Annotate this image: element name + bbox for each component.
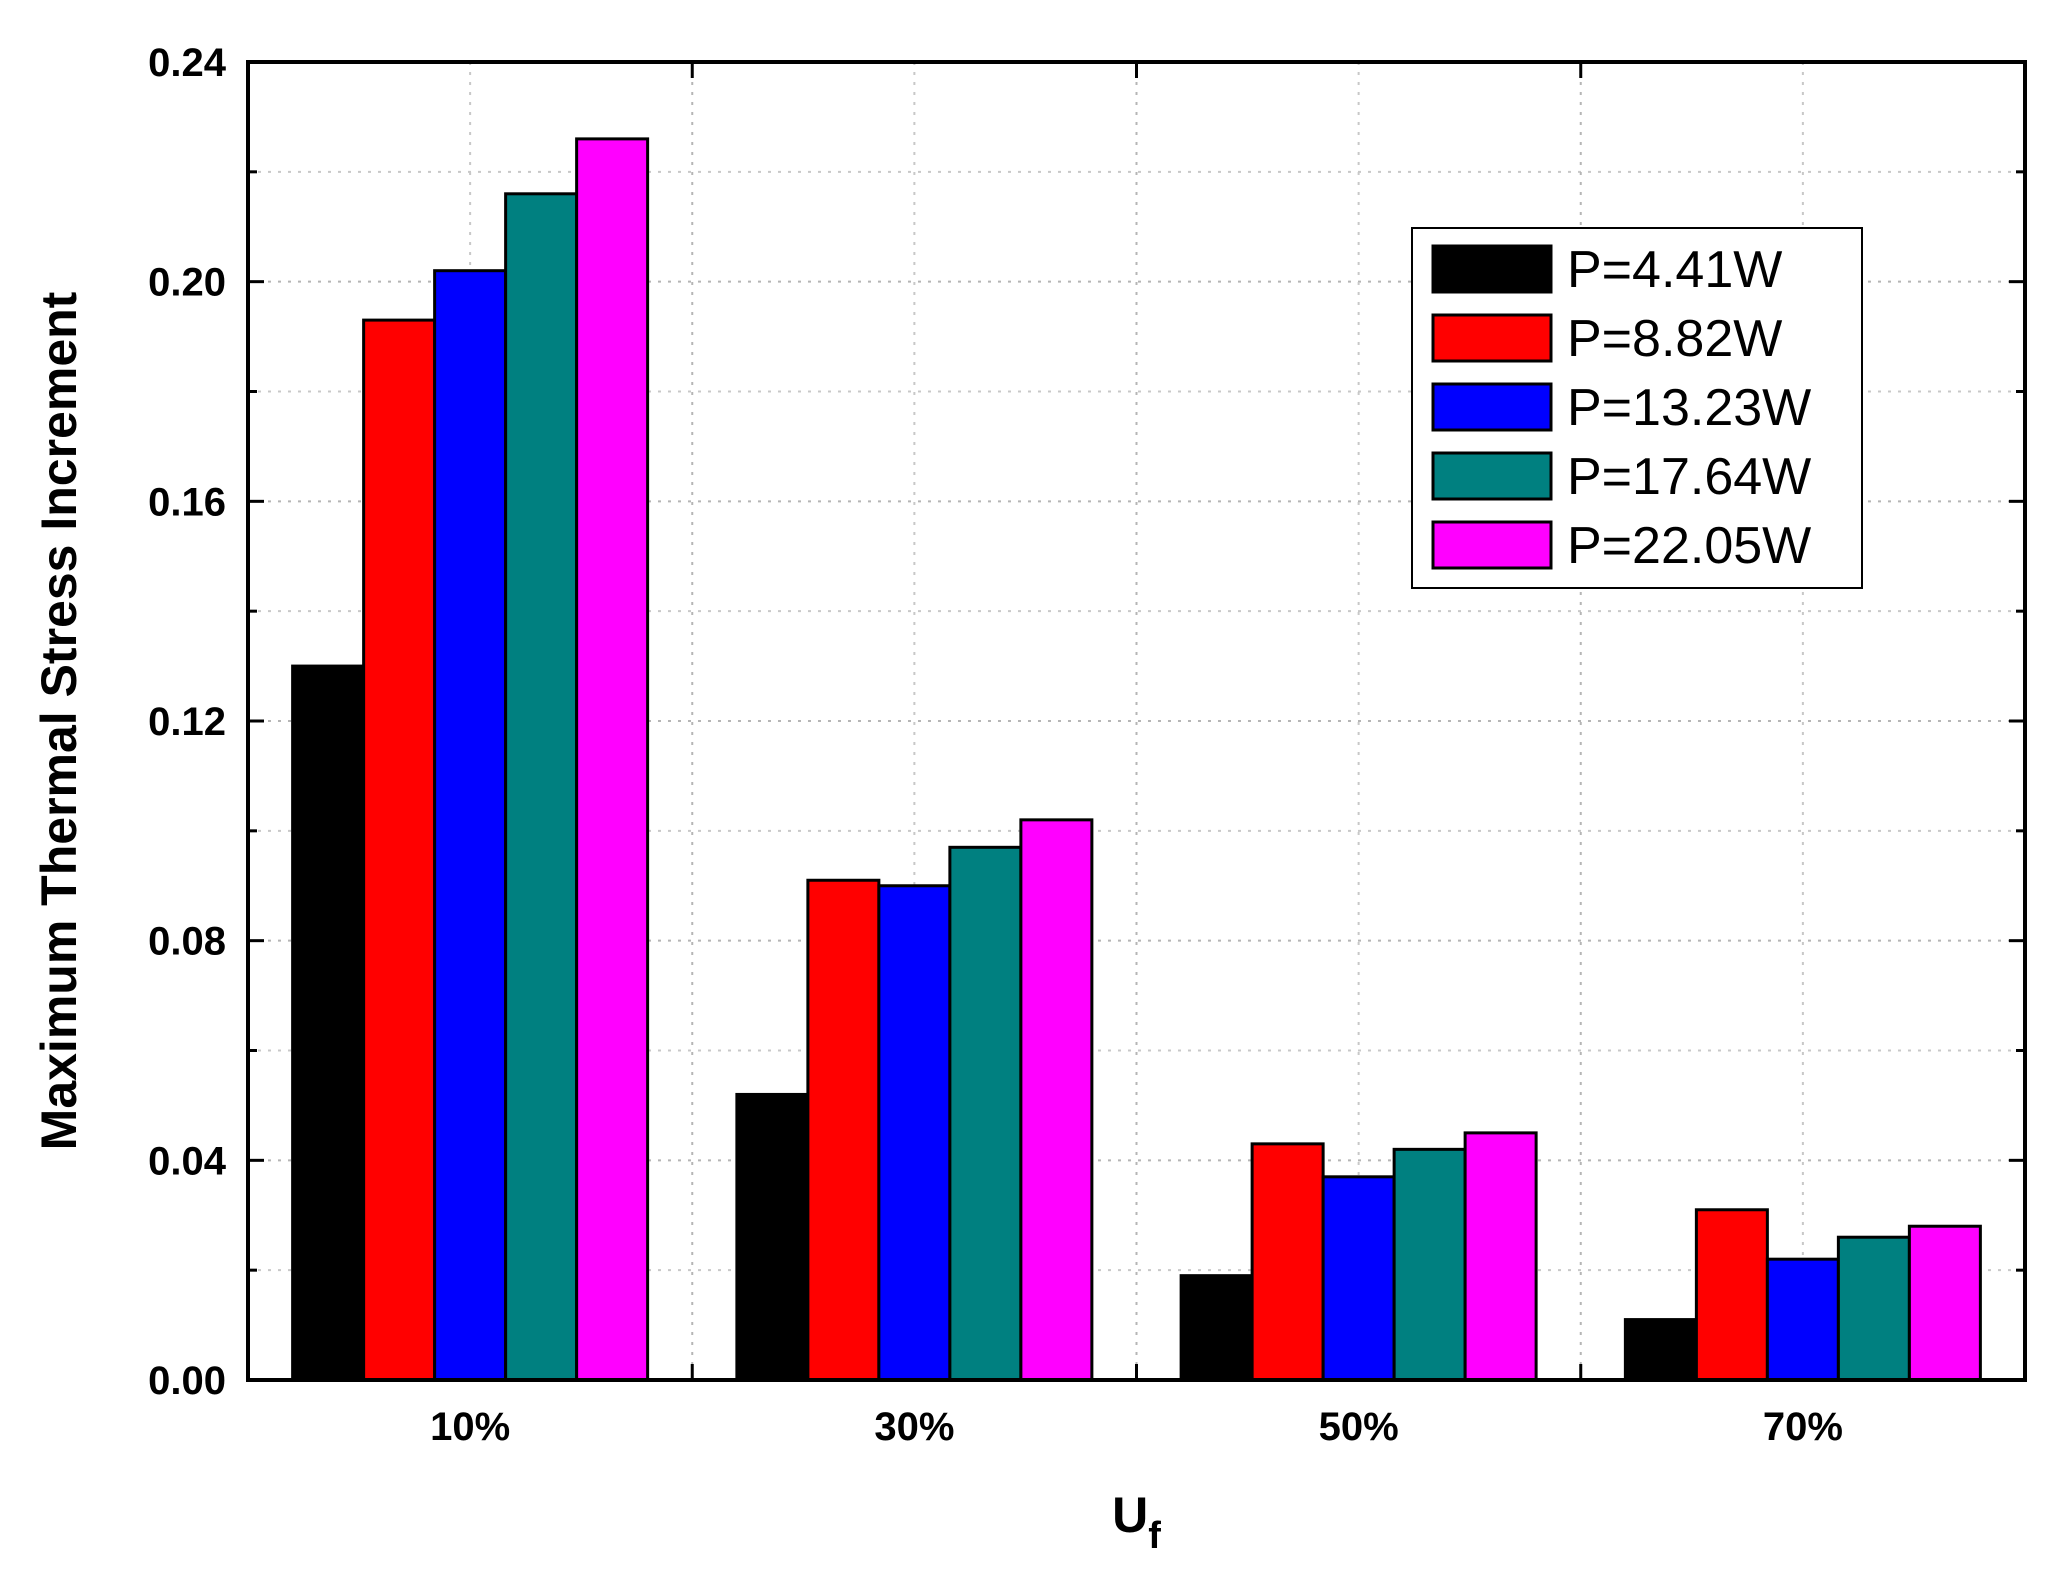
bar [1179,1274,1254,1382]
x-tick-label: 70% [1763,1405,1843,1449]
y-tick-label: 0.16 [148,480,226,524]
bar [575,137,650,1382]
bar [1392,1147,1467,1382]
bar [362,318,437,1382]
bar [1765,1257,1840,1382]
x-axis-title: Uf [1112,1487,1161,1557]
axis-ticks [248,60,2025,1382]
legend-label: P=22.05W [1567,517,1811,575]
legend-swatch [1431,244,1553,294]
bar [806,878,881,1382]
bar [877,884,952,1382]
legend-label: P=17.64W [1567,448,1811,506]
x-axis-title-main: U [1112,1487,1148,1543]
bar [1907,1224,1982,1382]
x-tick-label: 50% [1319,1405,1399,1449]
x-tick-label: 30% [874,1405,954,1449]
y-tick-label: 0.12 [148,700,226,744]
bar [504,192,579,1382]
y-tick-label: 0.04 [148,1139,227,1183]
bar [291,664,366,1382]
y-axis-title: Maximum Thermal Stress Increment [31,291,87,1150]
bar [1623,1318,1698,1382]
bar [1694,1208,1769,1382]
bar [1250,1142,1325,1382]
bar [1019,818,1094,1382]
legend: P=4.41W P=8.82W P=13.23W P=17.64W P=22.05W [1411,227,1863,589]
bar [1321,1175,1396,1382]
bar [948,845,1023,1382]
legend-swatch [1431,313,1553,363]
y-tick-label: 0.24 [148,41,227,85]
legend-swatch [1431,451,1553,501]
y-tick-label: 0.08 [148,920,226,964]
x-tick-label: 10% [430,1405,510,1449]
legend-swatch [1431,382,1553,432]
x-tick-labels: 10% 30% 50% 70% [430,1405,1843,1449]
y-tick-label: 0.00 [148,1359,226,1403]
y-tick-labels: 0.00 0.04 0.08 0.12 0.16 0.20 0.24 [148,41,227,1403]
bar [433,269,508,1382]
legend-label: P=13.23W [1567,379,1811,437]
bar [1836,1235,1911,1382]
x-axis-title-subscript: f [1148,1515,1161,1557]
legend-label: P=8.82W [1567,310,1782,368]
y-tick-label: 0.20 [148,261,226,305]
bar [735,1092,810,1382]
bar [1463,1131,1538,1382]
legend-label: P=4.41W [1567,241,1782,299]
legend-swatch [1431,520,1553,570]
